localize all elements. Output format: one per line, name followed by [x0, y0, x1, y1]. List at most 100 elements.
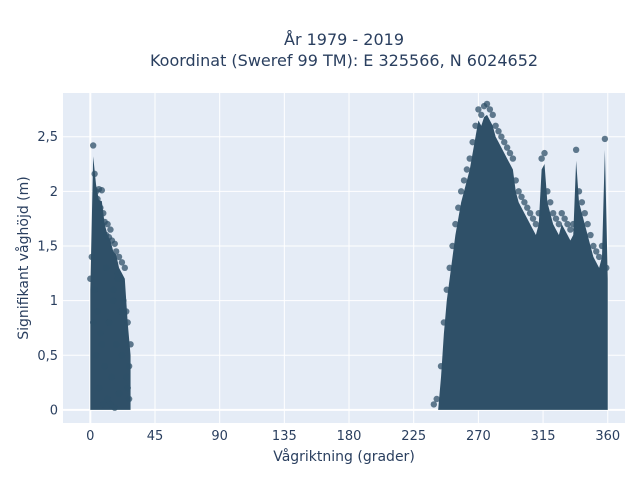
data-point	[89, 142, 97, 149]
y-tick-label: 2,5	[37, 130, 58, 145]
data-point	[567, 226, 574, 233]
x-tick-label: 45	[147, 429, 164, 444]
data-point	[524, 204, 531, 211]
x-tick-label: 135	[272, 429, 297, 444]
data-point	[433, 395, 440, 403]
x-tick-label: 360	[595, 429, 620, 444]
data-point	[472, 122, 479, 129]
data-point	[112, 248, 120, 255]
data-point	[455, 204, 462, 211]
data-point	[535, 209, 542, 217]
data-point	[449, 242, 456, 250]
data-point	[495, 128, 502, 135]
data-point	[498, 133, 505, 140]
data-point	[552, 215, 560, 222]
data-point	[120, 297, 127, 304]
data-point	[111, 404, 118, 411]
data-point	[460, 177, 468, 184]
data-point	[532, 220, 540, 228]
data-point	[503, 144, 511, 151]
x-tick-label: 315	[531, 429, 556, 444]
data-point	[544, 188, 551, 195]
data-point	[518, 193, 525, 201]
data-point	[581, 209, 588, 217]
data-point	[100, 209, 107, 217]
data-point	[91, 286, 98, 293]
data-point	[475, 106, 482, 113]
data-point	[110, 286, 117, 293]
y-tick-label: 1,5	[37, 239, 58, 254]
x-tick-label: 90	[211, 429, 228, 444]
data-point	[108, 373, 116, 381]
data-point	[463, 166, 471, 173]
data-point	[469, 138, 476, 146]
data-point	[124, 384, 131, 392]
data-point	[547, 199, 554, 206]
data-point	[515, 188, 522, 195]
data-point	[478, 111, 485, 119]
data-point	[94, 195, 101, 203]
data-point	[443, 286, 450, 293]
data-point	[564, 220, 571, 228]
data-point	[506, 149, 514, 157]
data-point	[89, 319, 97, 326]
data-point	[127, 341, 134, 348]
y-tick-label: 2	[50, 185, 58, 200]
data-point	[595, 253, 603, 261]
data-point	[593, 248, 600, 255]
y-axis-title: Signifikant våghöjd (m)	[15, 176, 32, 339]
data-point	[430, 401, 438, 408]
data-point	[601, 135, 609, 143]
data-point	[509, 155, 517, 162]
data-point	[590, 242, 597, 250]
data-point	[598, 242, 606, 250]
data-point	[115, 253, 123, 261]
y-tick-label: 0,5	[37, 349, 58, 364]
data-point	[88, 253, 95, 261]
data-point	[105, 319, 113, 326]
data-point	[555, 220, 563, 228]
data-point	[114, 275, 121, 282]
data-point	[117, 308, 124, 315]
data-point	[558, 209, 565, 217]
data-point	[440, 319, 448, 326]
data-point	[118, 259, 126, 266]
data-point	[100, 401, 107, 408]
data-point	[121, 264, 129, 272]
data-point	[104, 220, 111, 228]
data-point	[538, 155, 545, 162]
data-point	[97, 330, 104, 337]
data-point	[107, 226, 114, 233]
data-point	[584, 220, 591, 228]
data-point	[489, 111, 496, 119]
x-axis-title: Vågriktning (grader)	[273, 448, 415, 465]
data-point	[112, 341, 120, 348]
data-point	[587, 231, 594, 239]
chart-title-line-1: År 1979 - 2019	[284, 30, 404, 49]
data-point	[98, 187, 106, 194]
data-point	[512, 177, 519, 184]
data-point	[125, 362, 133, 370]
data-point	[526, 209, 534, 217]
data-point	[457, 188, 465, 195]
data-point	[91, 170, 98, 178]
data-point	[111, 240, 118, 247]
data-point	[97, 204, 104, 211]
y-tick-labels: 0 0,5 1 1,5 2 2,5	[37, 130, 58, 418]
data-point	[125, 395, 133, 403]
data-point	[92, 352, 100, 359]
data-point	[452, 220, 459, 228]
data-point	[501, 138, 508, 146]
data-point	[603, 264, 610, 272]
series-density-area	[435, 114, 608, 410]
data-point	[578, 199, 586, 206]
data-point	[102, 264, 110, 272]
y-tick-label: 0	[50, 403, 58, 418]
data-point	[118, 352, 126, 359]
x-tick-label: 270	[466, 429, 491, 444]
data-points-layer	[87, 100, 610, 411]
data-point	[124, 319, 131, 326]
chart-title-line-2: Koordinat (Sweref 99 TM): E 325566, N 60…	[150, 51, 538, 70]
